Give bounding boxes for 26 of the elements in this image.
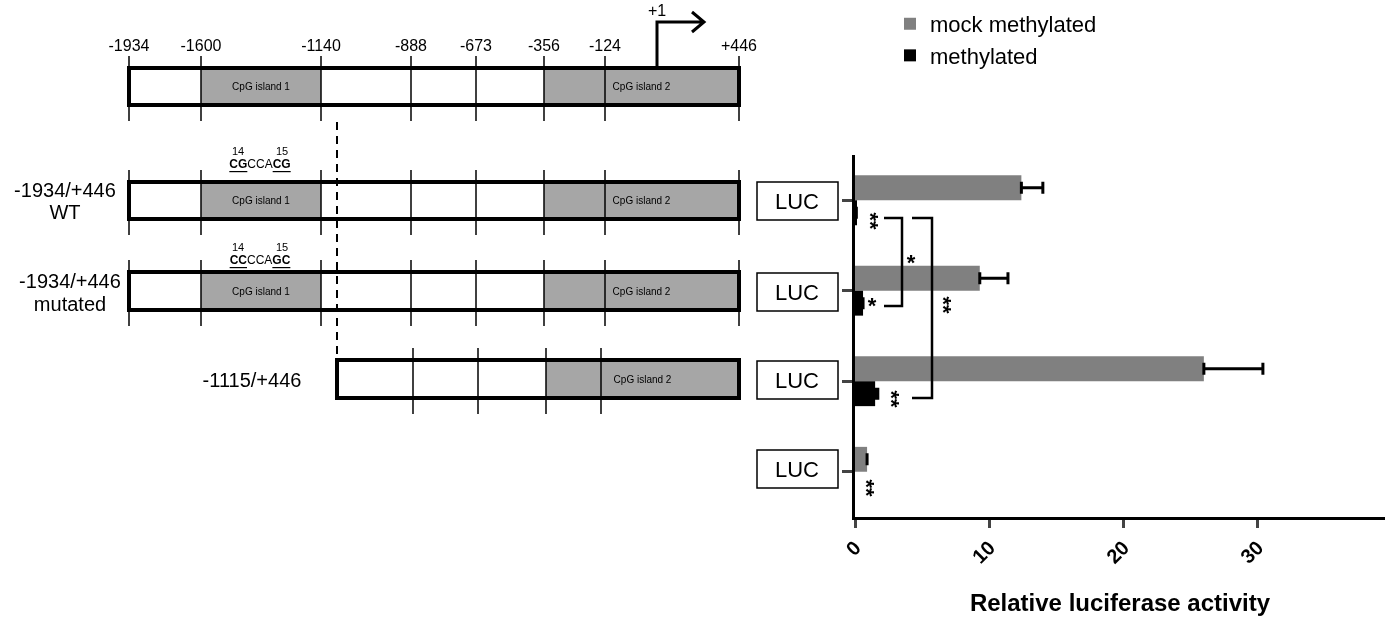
wild-type-construct: CpG island 1 CpG island 2 14 15 CGCCACG	[127, 145, 741, 236]
x-tick-label: 0	[841, 536, 865, 560]
annotation: **	[930, 296, 956, 314]
annotation: *	[906, 249, 916, 275]
annotation: **	[878, 390, 904, 408]
reporter-box: LUC	[756, 272, 839, 312]
x-tick-label: 20	[1101, 536, 1134, 568]
text: -1115/+446	[202, 369, 302, 391]
x-tick-label: 10	[967, 536, 1000, 568]
annotation: *	[867, 292, 877, 318]
text: mutated	[33, 293, 107, 315]
promoter-map: CpG island 1 CpG island 2 -1934 -1600 -1140 -888 -673 -356 -124 +446 +1	[108, 1, 757, 122]
text: -1934/+446	[19, 270, 121, 292]
text: WT	[49, 201, 81, 223]
mutated-construct: CpG island 1 CpG island 2 14 15 CCCCAGC	[127, 241, 741, 327]
truncated-construct: CpG island 2	[335, 347, 741, 415]
text: -1934/+446	[14, 179, 116, 201]
x-tick-label: 30	[1236, 536, 1268, 568]
annotation: **	[853, 479, 879, 497]
reporter-box: LUC	[756, 181, 839, 221]
reporter-box: LUC	[756, 360, 839, 400]
legend-label: mock methylated	[929, 12, 1097, 38]
legend-label: methylated	[929, 43, 1038, 69]
annotation: **	[857, 212, 883, 230]
x-axis-title: Relative luciferase activity	[969, 588, 1271, 616]
reporter-box: LUC	[756, 449, 839, 489]
